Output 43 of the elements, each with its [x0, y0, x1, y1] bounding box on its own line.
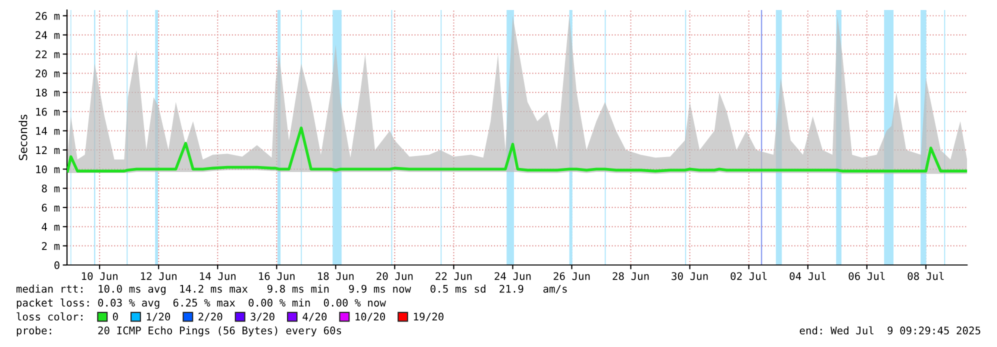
- x-tick-label: 02 Jul: [730, 272, 767, 280]
- legend-title: loss color:: [16, 312, 82, 321]
- text: probe: 20 ICMP Echo Pings (56 Bytes) every 60s: [16, 326, 342, 336]
- x-tick-label: 08 Jul: [908, 272, 944, 280]
- y-tick-label: 4 m: [42, 223, 60, 231]
- y-tick-label: 20 m: [36, 70, 60, 78]
- text: median rtt: 10.0 ms avg 14.2 ms max 9.8 ms min 9.9 ms now 0.5 ms sd 21.9 am/s: [16, 284, 567, 295]
- y-tick-label: 8 m: [42, 184, 60, 192]
- legend-label: 1/20: [146, 312, 170, 322]
- x-tick-label: 26 Jun: [554, 272, 590, 280]
- legend-label: 3/20: [250, 312, 274, 322]
- text: end: Wed Jul 9 09:29:45 2025: [800, 326, 980, 334]
- x-tick-label: 12 Jun: [141, 272, 176, 280]
- x-tick-label: 10 Jun: [82, 272, 118, 280]
- y-tick-label: 16 m: [36, 108, 60, 116]
- x-tick-label: 06 Jul: [848, 272, 885, 280]
- x-tick-label: 30 Jun: [672, 272, 708, 280]
- x-tick-label: 04 Jul: [790, 272, 826, 280]
- x-tick-label: 20 Jun: [376, 272, 413, 280]
- y-tick-label: 26 m: [36, 12, 60, 20]
- y-tick-label: 24 m: [36, 31, 60, 39]
- text: packet loss: 0.03 % avg 6.25 % max 0.00 % min 0.00 % now: [16, 298, 386, 309]
- y-tick-label: 22 m: [36, 50, 60, 58]
- legend-label: 19/20: [414, 312, 444, 322]
- y-tick-label: 18 m: [36, 88, 60, 97]
- line-series: [67, 126, 968, 172]
- x-tick-label: 14 Jun: [200, 272, 236, 280]
- legend-label: 4/20: [302, 312, 327, 322]
- x-tick-label: 18 Jun: [318, 272, 354, 280]
- legend-label: 10/20: [356, 312, 385, 322]
- y-tick-label: 10 m: [36, 165, 60, 174]
- y-tick-label: 12 m: [36, 146, 60, 154]
- y-tick-label: 0: [54, 261, 60, 270]
- legend-label: 0: [112, 312, 118, 321]
- y-tick-label: 2 m: [42, 242, 60, 250]
- x-tick-label: 22 Jun: [436, 272, 472, 280]
- x-tick-label: 16 Jun: [259, 272, 295, 280]
- legend-label: 2/20: [198, 312, 222, 322]
- y-axis-title: Seconds: [18, 114, 28, 160]
- x-tick-label: 24 Jun: [494, 272, 531, 280]
- y-tick-label: 14 m: [36, 127, 60, 135]
- y-tick-label: 6 m: [42, 204, 60, 212]
- x-tick-label: 28 Jun: [612, 272, 649, 280]
